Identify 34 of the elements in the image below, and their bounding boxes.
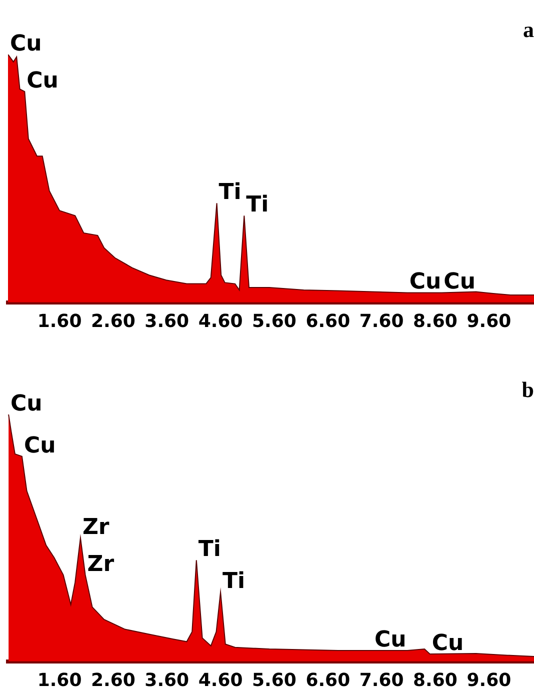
x-tick-label: 8.60 xyxy=(413,310,458,332)
annotation: Ti xyxy=(246,192,269,218)
x-tick-label: 9.60 xyxy=(466,310,512,332)
x-tick-label: 6.60 xyxy=(306,670,350,691)
x-tick-label: 4.60 xyxy=(198,310,243,332)
annotation: Zr xyxy=(82,514,110,540)
x-tick-label: 6.60 xyxy=(306,310,350,332)
x-tick-label: 2.60 xyxy=(90,670,136,691)
x-tick-label: 3.60 xyxy=(144,670,190,691)
annotation: Zr xyxy=(87,552,114,577)
annotation: Cu xyxy=(26,68,58,94)
annotation: Cu xyxy=(432,630,464,656)
annotation: Ti xyxy=(198,537,221,562)
annotation: Cu xyxy=(374,628,406,653)
annotation: Cu xyxy=(10,391,42,416)
annotation: Cu xyxy=(444,270,476,295)
annotation: Cu xyxy=(24,433,56,458)
x-tick-label: 4.60 xyxy=(198,670,243,691)
x-tick-label: 9.60 xyxy=(466,670,512,691)
x-tick-label: 1.60 xyxy=(37,310,82,332)
x-tick-label: 7.60 xyxy=(359,670,404,691)
x-tick-label: 7.60 xyxy=(359,310,404,332)
x-tick-label: 1.60 xyxy=(37,670,82,691)
annotation: Ti xyxy=(218,180,242,206)
x-tick-label: 8.60 xyxy=(413,670,458,691)
x-tick-label: 5.60 xyxy=(252,310,296,332)
x-tick-label: 5.60 xyxy=(252,670,296,691)
chart-title: b xyxy=(522,376,534,402)
x-tick-label: 3.60 xyxy=(144,310,190,332)
annotation: Ti xyxy=(222,569,246,594)
x-tick-label: 2.60 xyxy=(90,310,136,332)
chart-title: a xyxy=(523,16,534,42)
annotation: Cu xyxy=(10,31,42,56)
annotation: Cu xyxy=(409,270,442,295)
